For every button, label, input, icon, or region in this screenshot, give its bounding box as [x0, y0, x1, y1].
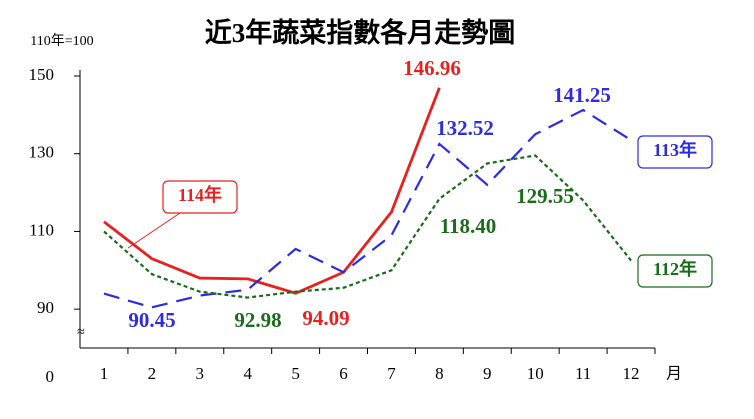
x-tick-label: 7	[387, 364, 396, 383]
chart-title: 近3年蔬菜指數各月走勢圖	[205, 17, 516, 48]
x-tick-label: 12	[623, 364, 640, 383]
x-tick-label: 9	[483, 364, 492, 383]
data-label: 92.98	[234, 308, 281, 332]
x-tick-label: 5	[291, 364, 300, 383]
data-label: 94.09	[302, 306, 349, 330]
legend-box	[637, 135, 713, 169]
data-label: 129.55	[516, 184, 574, 208]
y-tick-label: 110	[29, 220, 54, 239]
legend-label: 114年	[178, 184, 222, 205]
y-axis-label: 110年=100	[30, 33, 93, 49]
y-tick-label: 0	[46, 367, 55, 386]
x-tick-label: 10	[527, 364, 544, 383]
legend-callout	[127, 212, 181, 249]
x-tick-label: 3	[196, 364, 205, 383]
series-line	[103, 108, 632, 309]
legend-box	[162, 180, 238, 214]
axis-break: ≈	[77, 325, 85, 340]
data-label: 90.45	[128, 308, 175, 332]
x-tick-label: 8	[435, 364, 444, 383]
series-line	[103, 87, 441, 295]
y-tick-label: 90	[37, 298, 54, 317]
y-tick-label: 130	[29, 143, 55, 162]
data-label: 141.25	[553, 83, 611, 107]
data-label: 146.96	[403, 56, 461, 80]
x-tick-label: 11	[575, 364, 591, 383]
series-line	[103, 154, 632, 299]
legend-box	[637, 254, 713, 288]
x-tick-label: 1	[100, 364, 109, 383]
data-label: 132.52	[436, 116, 494, 140]
data-label: 118.40	[440, 214, 497, 238]
x-tick-label: 2	[148, 364, 157, 383]
x-tick-label: 4	[243, 364, 252, 383]
legend-label: 113年	[653, 139, 697, 160]
x-tick-label: 6	[339, 364, 348, 383]
legend-label: 112年	[653, 258, 697, 279]
y-tick-label: 150	[29, 65, 55, 84]
x-axis-label: 月	[666, 366, 682, 383]
